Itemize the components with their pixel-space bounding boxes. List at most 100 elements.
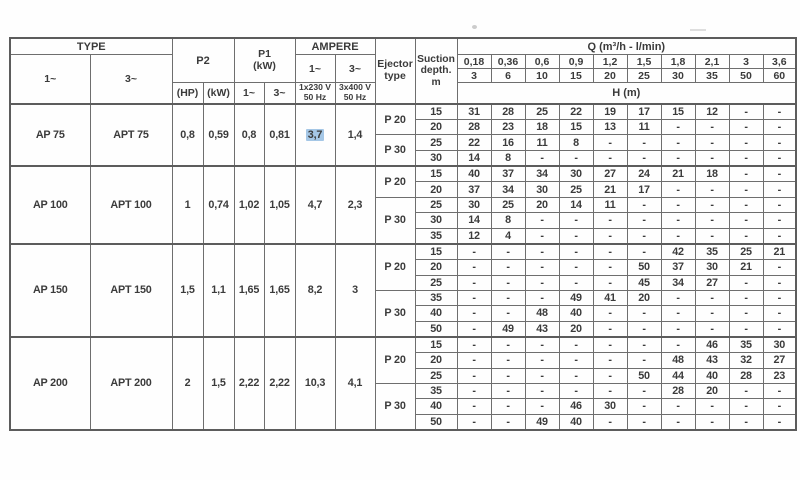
cell-h-value: 18 bbox=[694, 165, 730, 183]
cell-h-value: 15 bbox=[660, 102, 696, 121]
cell-h-value: 31 bbox=[456, 102, 492, 121]
cell-h-value: - bbox=[694, 227, 730, 245]
cell-suction-depth: 35 bbox=[414, 382, 458, 400]
cell-p1-1phase: 0,8 bbox=[233, 102, 265, 167]
spec-row: 40- - -46 30- - - - - bbox=[10, 398, 797, 415]
cell-h-value: - bbox=[694, 413, 730, 431]
cell-h-value: 13 bbox=[592, 119, 628, 136]
cell-h-value: - bbox=[524, 352, 560, 369]
cell-h-value: - bbox=[592, 352, 628, 369]
cell-h-value: 40 bbox=[456, 165, 492, 183]
cell-h-value: - bbox=[694, 212, 730, 229]
cell-suction-depth: 20 bbox=[414, 181, 458, 198]
cell-ejector-type: P 20 bbox=[374, 165, 416, 198]
p2-header: P2 bbox=[171, 37, 235, 83]
q-lmin-value: 10 bbox=[524, 68, 560, 83]
cell-h-value: - bbox=[660, 305, 696, 322]
cell-h-value: - bbox=[558, 274, 594, 291]
p2-kw-header: (kW) bbox=[202, 81, 235, 105]
spec-row: 20 28 23 18 15 13 11- - - - bbox=[10, 119, 797, 136]
cell-h-value: - bbox=[490, 242, 526, 261]
cell-h-value: - bbox=[762, 134, 797, 151]
cell-h-value: 28 bbox=[660, 382, 696, 400]
cell-h-value: - bbox=[728, 305, 764, 322]
cell-h-value: - bbox=[592, 242, 628, 261]
cell-h-value: - bbox=[592, 274, 628, 291]
cell-h-value: - bbox=[456, 367, 492, 384]
ampere-1phase-voltage: 1x230 V 50 Hz bbox=[294, 81, 336, 105]
cell-h-value: - bbox=[456, 352, 492, 369]
cell-h-value: - bbox=[490, 413, 526, 431]
type-1phase-header: 1~ bbox=[9, 53, 91, 105]
cell-h-value: 22 bbox=[456, 134, 492, 151]
cell-h-value: - bbox=[524, 367, 560, 384]
cell-h-value: - bbox=[728, 320, 764, 338]
cell-h-value: - bbox=[558, 212, 594, 229]
cell-ejector-type: P 20 bbox=[374, 335, 416, 384]
selected-text-highlight[interactable]: 3,7 bbox=[305, 128, 325, 141]
cell-h-value: - bbox=[626, 196, 662, 214]
cell-h-value: 37 bbox=[490, 165, 526, 183]
cell-h-value: - bbox=[524, 382, 560, 400]
q-m3h-value: 0,18 bbox=[456, 54, 492, 69]
cell-h-value: - bbox=[694, 119, 730, 136]
header-row-1: TYPE P2 P1 (kW) AMPERE Ejector type Suct… bbox=[9, 37, 797, 105]
cell-h-value: - bbox=[626, 398, 662, 415]
cell-ampere-3phase: 3 bbox=[334, 242, 376, 338]
cell-h-value: 34 bbox=[660, 274, 696, 291]
cell-suction-depth: 15 bbox=[414, 165, 458, 183]
cell-h-value: - bbox=[524, 289, 560, 307]
cell-h-value: - bbox=[762, 259, 797, 276]
cell-ejector-type: P 30 bbox=[374, 289, 416, 338]
cell-h-value: - bbox=[524, 274, 560, 291]
cell-ampere-3phase: 2,3 bbox=[334, 165, 376, 245]
cell-h-value: 21 bbox=[762, 242, 797, 261]
cell-h-value: 20 bbox=[558, 320, 594, 338]
freq-1ph: 50 Hz bbox=[303, 91, 327, 102]
cell-h-value: 25 bbox=[524, 102, 560, 121]
cell-h-value: - bbox=[524, 149, 560, 167]
cell-h-value: - bbox=[626, 305, 662, 322]
cell-h-value: 27 bbox=[592, 165, 628, 183]
type-3phase-header: 3~ bbox=[89, 53, 173, 105]
cell-h-value: - bbox=[592, 382, 628, 400]
spec-row: 50-49 43 20- - - - - - bbox=[10, 320, 797, 338]
cell-h-value: - bbox=[558, 259, 594, 276]
cell-suction-depth: 40 bbox=[414, 398, 458, 415]
cell-ejector-type: P 30 bbox=[374, 382, 416, 431]
q-lmin-value: 35 bbox=[694, 68, 730, 83]
cell-suction-depth: 50 bbox=[414, 320, 458, 338]
cell-h-value: 20 bbox=[626, 289, 662, 307]
cell-h-value: - bbox=[762, 274, 797, 291]
cell-h-value: - bbox=[728, 382, 764, 400]
cell-model-3phase: APT 200 bbox=[89, 335, 173, 431]
cell-h-value: - bbox=[456, 289, 492, 307]
cell-h-value: 14 bbox=[456, 212, 492, 229]
q-m3h-value: 2,1 bbox=[694, 54, 730, 69]
type-header: TYPE bbox=[9, 37, 173, 55]
cell-h-value: 42 bbox=[660, 242, 696, 261]
q-lmin-value: 6 bbox=[490, 68, 526, 83]
header-row-2: 1~ 3~ 1~ 3~ 0,18 0,36 0,6 0,9 1,2 1,5 1,… bbox=[9, 53, 797, 105]
cell-h-value: 24 bbox=[626, 165, 662, 183]
cell-h-value: - bbox=[762, 398, 797, 415]
cell-h-value: 12 bbox=[694, 102, 730, 121]
spec-row: 20 37 34 30 25 21 17- - - - bbox=[10, 181, 797, 198]
cell-h-value: - bbox=[456, 335, 492, 354]
cell-h-value: - bbox=[490, 259, 526, 276]
cell-ejector-type: P 20 bbox=[374, 242, 416, 291]
cell-h-value: - bbox=[762, 102, 797, 121]
suction-line1: Suction bbox=[417, 53, 455, 65]
cell-h-value: - bbox=[660, 320, 696, 338]
cell-ampere-1phase: 4,7 bbox=[294, 165, 336, 245]
cell-h-value: 44 bbox=[660, 367, 696, 384]
cell-h-value: - bbox=[694, 320, 730, 338]
p1-unit: (kW) bbox=[253, 59, 276, 72]
cell-h-value: - bbox=[626, 413, 662, 431]
cell-suction-depth: 20 bbox=[414, 352, 458, 369]
cell-h-value: - bbox=[592, 413, 628, 431]
cell-h-value: 27 bbox=[694, 274, 730, 291]
cell-suction-depth: 25 bbox=[414, 367, 458, 384]
cell-p1-3phase: 2,22 bbox=[263, 335, 296, 431]
